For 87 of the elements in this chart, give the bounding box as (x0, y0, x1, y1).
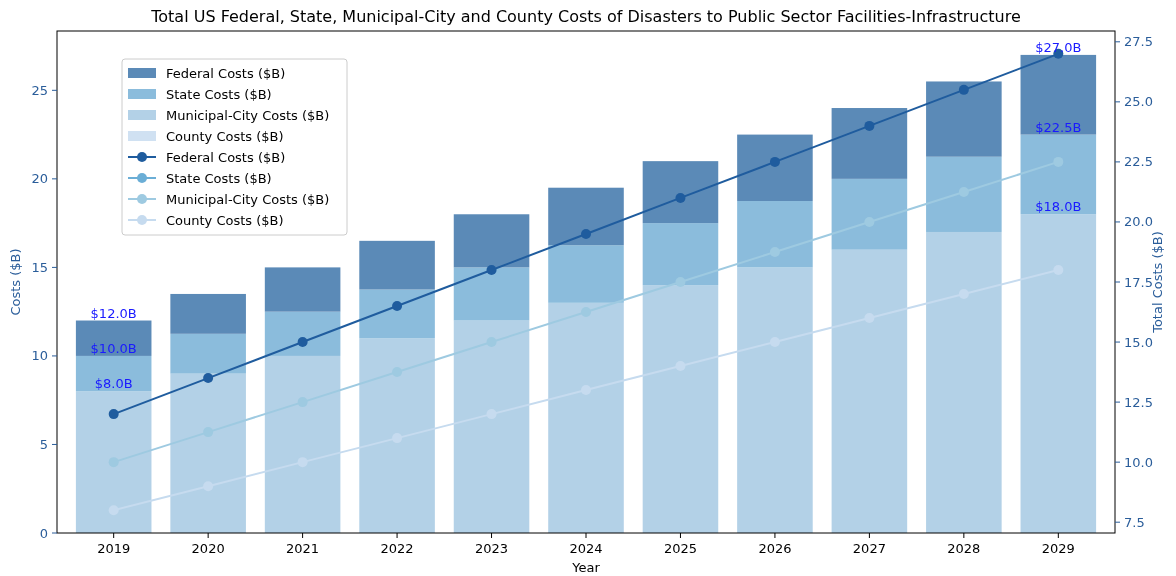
bar (75, 320, 152, 356)
legend-label: Municipal-City Costs ($B) (166, 192, 330, 207)
bar (737, 200, 813, 268)
point (675, 277, 686, 287)
annotation: $27.0B (1035, 39, 1082, 55)
x-tick-label: 2019 (97, 541, 131, 556)
bar (642, 223, 719, 286)
x-tick-label: 2020 (191, 541, 225, 556)
point (958, 84, 969, 95)
y-tick-label: 20 (31, 171, 48, 187)
bar (642, 285, 719, 533)
y-tick-label: 0 (39, 525, 48, 541)
point (392, 301, 403, 312)
bar (926, 156, 1002, 232)
bar (75, 391, 152, 533)
legend-label: Federal Costs ($B) (166, 150, 286, 165)
point (486, 264, 497, 275)
legend-label: Federal Costs ($B) (166, 66, 286, 81)
bar (831, 108, 908, 179)
legend-label: Municipal-City Costs ($B) (166, 108, 330, 123)
legend-label: County Costs ($B) (166, 213, 284, 228)
bar (264, 267, 341, 312)
point (769, 156, 780, 167)
point (297, 337, 308, 348)
point (864, 120, 875, 131)
bar (170, 333, 246, 374)
bar (737, 267, 813, 533)
x-tick-label: 2026 (758, 541, 792, 556)
bar (359, 338, 435, 533)
annotation: $12.0B (90, 305, 137, 321)
y2-tick-label: 25.0 (1124, 94, 1153, 110)
bar (831, 249, 908, 533)
point (675, 192, 686, 203)
bar (548, 245, 624, 303)
y2-tick-label: 22.5 (1124, 154, 1153, 170)
y-tick-label: 5 (39, 436, 48, 452)
bar (453, 320, 530, 533)
annotation: $22.5B (1035, 119, 1082, 135)
bar (926, 231, 1002, 533)
point (108, 409, 119, 420)
bar (264, 311, 341, 356)
legend-label: State Costs ($B) (166, 87, 272, 102)
annotation: $10.0B (90, 340, 137, 356)
y-axis-title: Costs ($B) (8, 248, 23, 316)
bar (359, 240, 435, 290)
chart-title: Total US Federal, State, Municipal-City and County Costs of Disasters to Public Sector Facilities-Infrastructure (150, 7, 1021, 26)
x-axis-title: Year (571, 560, 601, 575)
annotation: $8.0B (94, 376, 133, 392)
bar (170, 293, 246, 334)
bar (1020, 214, 1097, 533)
y2-tick-label: 7.5 (1124, 514, 1145, 530)
bar (1020, 134, 1097, 215)
bar (453, 214, 530, 268)
y2-tick-label: 17.5 (1124, 274, 1153, 290)
legend-label: State Costs ($B) (166, 171, 272, 186)
bar (359, 289, 435, 339)
x-tick-label: 2022 (380, 541, 414, 556)
bar (453, 267, 530, 321)
bar (264, 355, 341, 533)
bar (1020, 54, 1097, 135)
bar (170, 373, 246, 533)
y2-tick-label: 20.0 (1124, 214, 1153, 230)
bar (926, 81, 1002, 157)
legend-label: County Costs ($B) (166, 129, 284, 144)
x-tick-label: 2027 (852, 541, 886, 556)
y-tick-label: 25 (31, 82, 48, 98)
y2-tick-label: 15.0 (1124, 334, 1153, 350)
x-tick-label: 2021 (286, 541, 320, 556)
x-tick-label: 2025 (663, 541, 698, 556)
bar (75, 355, 152, 392)
point (203, 373, 214, 384)
bar (831, 178, 908, 250)
bar (548, 302, 624, 533)
y2-tick-label: 10.0 (1124, 454, 1153, 470)
bar (737, 134, 813, 201)
point (581, 228, 591, 239)
annotation: $18.0B (1035, 199, 1082, 215)
x-tick-label: 2023 (474, 541, 509, 556)
y-tick-label: 10 (31, 348, 48, 364)
x-tick-label: 2028 (947, 541, 981, 556)
y2-tick-label: 12.5 (1124, 394, 1153, 410)
y2-tick-label: 27.5 (1124, 34, 1153, 50)
bar (548, 187, 624, 246)
bar (642, 161, 719, 224)
x-tick-label: 2024 (569, 541, 603, 556)
y-tick-label: 15 (31, 259, 48, 275)
x-tick-label: 2029 (1041, 541, 1075, 556)
